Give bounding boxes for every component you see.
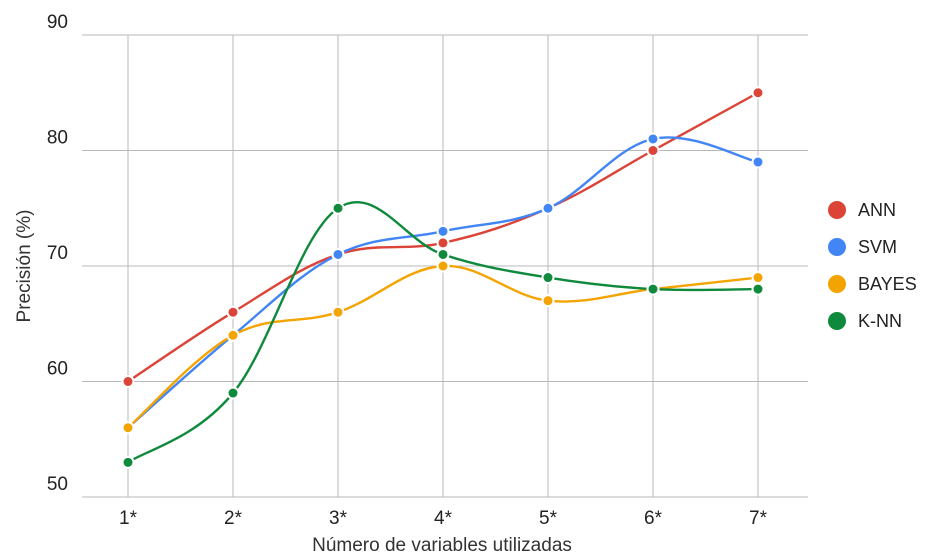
- data-point-ann: [226, 305, 240, 319]
- data-point-k-nn: [646, 282, 660, 296]
- x-axis-ticks: 1* 2* 3* 4* 5* 6* 7*: [119, 508, 768, 529]
- legend-label-ann: ANN: [858, 200, 896, 220]
- y-tick-label: 70: [47, 243, 68, 264]
- data-point-svm: [331, 247, 345, 261]
- data-point-ann: [646, 144, 660, 157]
- data-point-k-nn: [436, 247, 450, 261]
- legend-marker-ann: [828, 201, 846, 219]
- x-tick-label: 4*: [434, 508, 453, 529]
- x-tick-label: 3*: [329, 508, 348, 529]
- y-tick-label: 90: [47, 12, 68, 33]
- grid: [82, 34, 808, 498]
- x-axis-title: Número de variables utilizadas: [312, 535, 572, 556]
- legend-label-svm: SVM: [858, 237, 897, 257]
- y-tick-label: 50: [47, 474, 68, 495]
- data-point-ann: [121, 375, 135, 388]
- legend-marker-bayes: [828, 275, 846, 293]
- y-axis-title: Precisión (%): [14, 210, 35, 323]
- data-point-bayes: [121, 421, 135, 435]
- data-point-bayes: [331, 305, 345, 319]
- x-tick-label: 7*: [749, 508, 768, 529]
- x-tick-label: 1*: [119, 508, 138, 529]
- series-points: [121, 86, 765, 469]
- data-point-k-nn: [751, 282, 765, 296]
- data-point-k-nn: [226, 386, 240, 400]
- legend-marker-k-nn: [828, 312, 846, 330]
- y-tick-label: 60: [47, 359, 68, 380]
- x-tick-label: 6*: [644, 508, 663, 529]
- legend-marker-svm: [828, 238, 846, 256]
- data-point-k-nn: [331, 201, 345, 215]
- data-point-bayes: [751, 271, 765, 285]
- data-point-svm: [751, 155, 765, 169]
- legend-label-k-nn: K-NN: [858, 311, 902, 331]
- legend: ANN SVM BAYES K-NN: [828, 200, 917, 331]
- data-point-ann: [751, 86, 765, 100]
- y-axis-ticks: 50 60 70 80 90: [47, 12, 68, 495]
- data-point-bayes: [436, 259, 450, 273]
- data-point-ann: [436, 236, 450, 250]
- y-tick-label: 80: [47, 128, 68, 149]
- data-point-svm: [541, 201, 555, 215]
- legend-label-bayes: BAYES: [858, 274, 917, 294]
- data-point-svm: [646, 132, 660, 146]
- x-tick-label: 5*: [539, 508, 558, 529]
- data-point-k-nn: [121, 455, 135, 469]
- data-point-svm: [436, 224, 450, 238]
- data-point-k-nn: [541, 271, 555, 285]
- data-point-bayes: [226, 328, 240, 342]
- x-tick-label: 2*: [224, 508, 243, 529]
- data-point-bayes: [541, 294, 555, 308]
